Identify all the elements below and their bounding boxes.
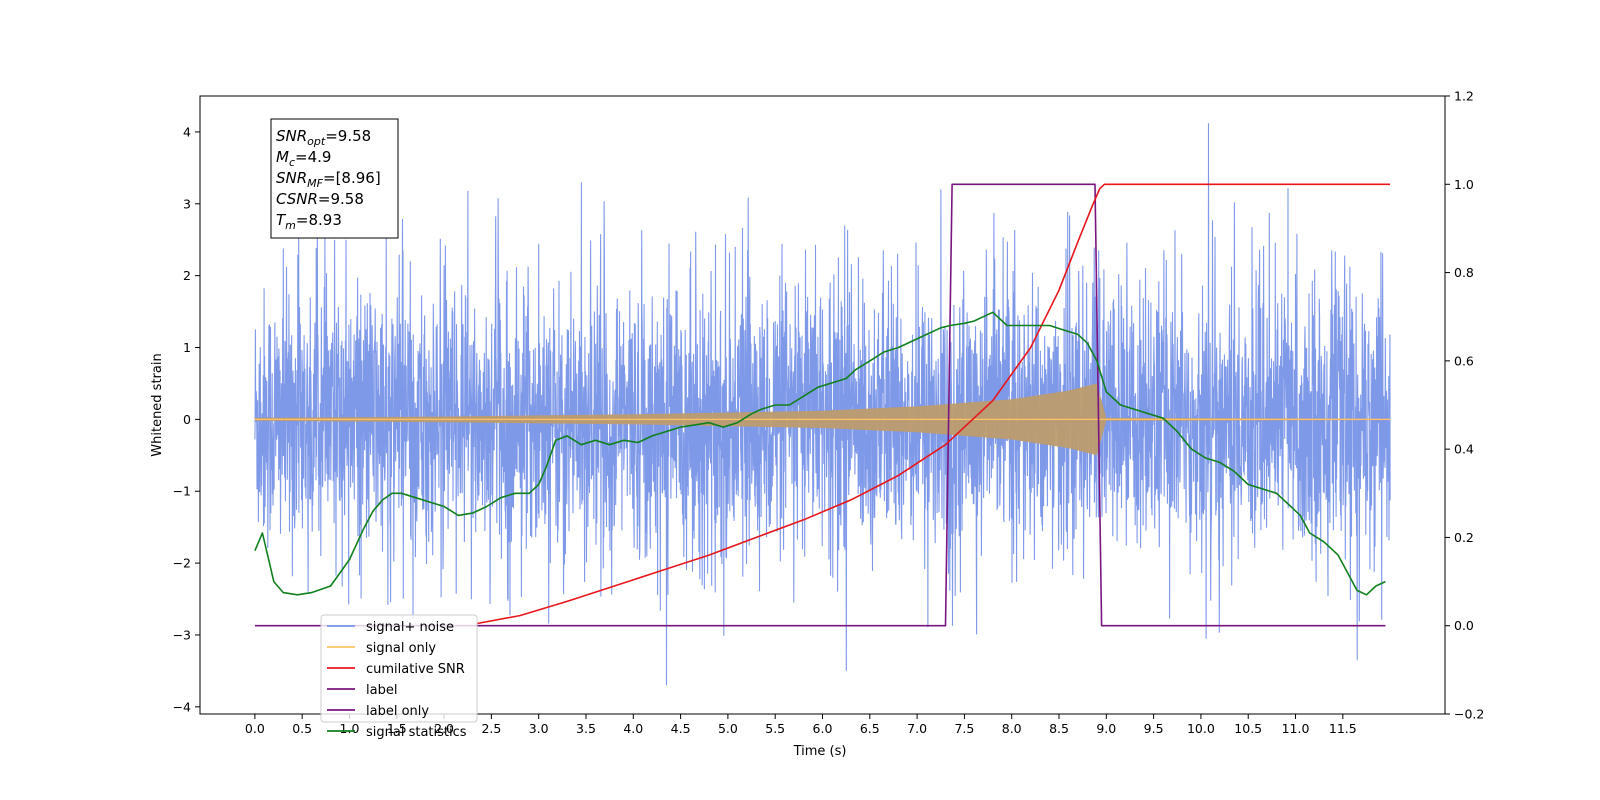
y-tick-label: −4	[173, 699, 191, 714]
y2-tick-label: −0.2	[1454, 707, 1484, 722]
info-quantity-value: =9.58	[318, 190, 364, 208]
x-axis: 0.0 0.5 1.0 1.5 2.0 2.5 3.0 3.5 4.0 4.5 5.0 5.5 6.0 6…	[245, 714, 1357, 736]
legend-label: cumilative SNR	[366, 662, 465, 677]
info-box: SNRopt=9.58Mc=4.9SNRMF=[8.96]CSNR=9.58Tm…	[270, 118, 399, 239]
x-tick-label: 3.0	[529, 721, 549, 736]
x-tick-label: 4.5	[671, 721, 691, 736]
label-line	[254, 183, 1386, 627]
info-quantity-value: =9.58	[325, 127, 371, 145]
y-tick-label: 4	[183, 124, 191, 139]
info-quantity-value: =4.9	[295, 148, 331, 166]
x-tick-label: 0.5	[292, 721, 312, 736]
info-quantity-name: CSNR	[276, 190, 318, 208]
info-box-entry: CSNR=9.58	[276, 190, 364, 208]
info-quantity-subscript: c	[289, 156, 295, 169]
y-axis-label: Whitened strain	[150, 353, 165, 456]
cumulative-snr-line	[477, 183, 1391, 625]
info-quantity-value: =[8.96]	[323, 169, 381, 187]
info-quantity-name: SNR	[276, 127, 307, 145]
x-tick-label: 1.5	[387, 721, 407, 736]
info-quantity-name: M	[276, 148, 289, 166]
x-tick-label: 4.0	[623, 721, 643, 736]
y2-tick-label: 1.0	[1454, 177, 1474, 192]
y-tick-label: −2	[173, 556, 191, 571]
y2-tick-label: 1.2	[1454, 89, 1474, 104]
x-tick-label: 0.0	[245, 721, 265, 736]
y-tick-label: 1	[183, 340, 191, 355]
line-series-group	[254, 183, 1391, 627]
x-tick-label: 8.5	[1049, 721, 1069, 736]
x-tick-label: 5.5	[765, 721, 785, 736]
info-box-entry: SNRopt=9.58	[276, 127, 371, 148]
x-tick-label: 2.0	[434, 721, 454, 736]
x-tick-label: 3.5	[576, 721, 596, 736]
y-tick-label: −1	[173, 484, 191, 499]
y-axis-right: 1.2 1.0 0.8 0.6 0.4 0.2 0.0 −0.2	[1445, 89, 1484, 722]
info-quantity-name: SNR	[276, 169, 307, 187]
y-tick-label: 3	[183, 196, 191, 211]
y2-tick-label: 0.2	[1454, 530, 1474, 545]
legend-label: label	[366, 683, 397, 698]
x-tick-label: 10.0	[1187, 721, 1215, 736]
legend-label: signal+ noise	[366, 620, 454, 635]
info-quantity-name: T	[276, 211, 287, 229]
info-box-entry: Mc=4.9	[276, 148, 331, 169]
x-tick-label: 9.5	[1144, 721, 1164, 736]
y-tick-label: 0	[183, 412, 191, 427]
x-tick-label: 8.0	[1002, 721, 1022, 736]
y-tick-label: 2	[183, 268, 191, 283]
signal-noise-line	[254, 123, 1391, 686]
x-tick-label: 1.0	[340, 721, 360, 736]
x-tick-label: 11.5	[1329, 721, 1357, 736]
x-tick-label: 2.5	[481, 721, 501, 736]
signal-noise-series	[254, 123, 1391, 686]
y2-tick-label: 0.6	[1454, 353, 1474, 368]
y-tick-label: −3	[173, 627, 191, 642]
y-axis-left: 4 3 2 1 0 −1 −2 −3 −4	[173, 124, 200, 714]
x-tick-label: 7.5	[954, 721, 974, 736]
y2-tick-label: 0.8	[1454, 265, 1474, 280]
info-box-frame	[270, 118, 399, 239]
legend-label: signal only	[366, 641, 436, 656]
x-tick-label: 7.0	[907, 721, 927, 736]
info-quantity-value: =8.93	[296, 211, 342, 229]
x-tick-label: 10.5	[1234, 721, 1262, 736]
legend-frame	[320, 614, 478, 723]
info-box-entry: SNRMF=[8.96]	[276, 169, 381, 190]
x-tick-label: 5.0	[718, 721, 738, 736]
info-quantity-subscript: MF	[307, 177, 323, 190]
signal-statistics-line	[254, 311, 1386, 596]
y2-tick-label: 0.4	[1454, 442, 1474, 457]
legend-label: label only	[366, 704, 429, 719]
legend-label: signal statistics	[366, 725, 467, 740]
x-axis-label: Time (s)	[793, 744, 847, 759]
y2-tick-label: 0.0	[1454, 618, 1474, 633]
x-tick-label: 6.5	[860, 721, 880, 736]
x-tick-label: 6.0	[813, 721, 833, 736]
info-box-entry: Tm=8.93	[276, 211, 342, 232]
info-quantity-subscript: m	[285, 219, 296, 232]
legend: signal+ noise signal only cumilative SNR la…	[320, 614, 478, 740]
x-tick-label: 9.0	[1096, 721, 1116, 736]
signal-only-series	[254, 383, 1391, 456]
x-tick-label: 11.0	[1282, 721, 1310, 736]
info-quantity-subscript: opt	[307, 135, 326, 148]
plot-area	[254, 123, 1391, 686]
